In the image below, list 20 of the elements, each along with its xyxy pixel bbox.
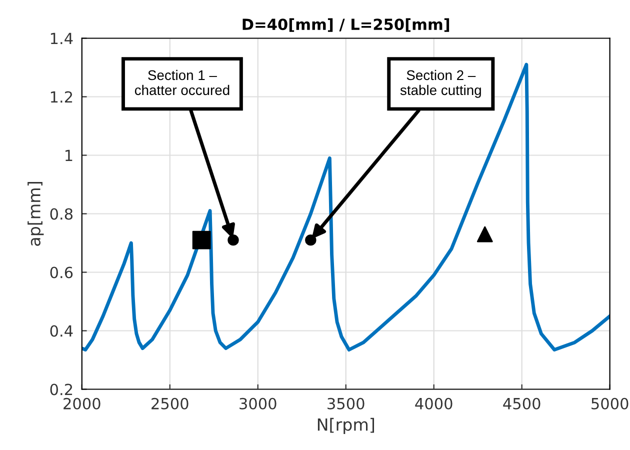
y-tick-label: 1 [66, 150, 72, 162]
line-series [82, 62, 610, 352]
x-tick-label: 3500 [328, 398, 364, 410]
x-tick-label: 4500 [503, 398, 540, 410]
x-tick-label: 2500 [152, 398, 188, 410]
annotation: Section 2 – stable cutting [400, 70, 481, 98]
y-tick-label: 1.4 [50, 32, 73, 44]
x-tick-label: 5000 [592, 398, 628, 410]
chart-title: D=40[mm] / L=250[mm] [242, 18, 450, 32]
y-tick-label: 1.2 [50, 91, 72, 103]
y-axis-title: ap[mm] [28, 182, 44, 246]
x-tick-label: 4000 [415, 398, 452, 410]
y-tick-label: 0.8 [50, 208, 73, 220]
x-tick-label: 2000 [64, 398, 100, 410]
x-axis-title: N[rpm] [318, 418, 374, 434]
y-tick-label: 0.6 [50, 266, 73, 278]
y-tick-label: 0.2 [50, 384, 72, 396]
x-tick-label: 3000 [240, 398, 276, 410]
annotation: Section 1 – chatter occured [134, 70, 230, 96]
y-tick-label: 0.4 [50, 325, 73, 337]
